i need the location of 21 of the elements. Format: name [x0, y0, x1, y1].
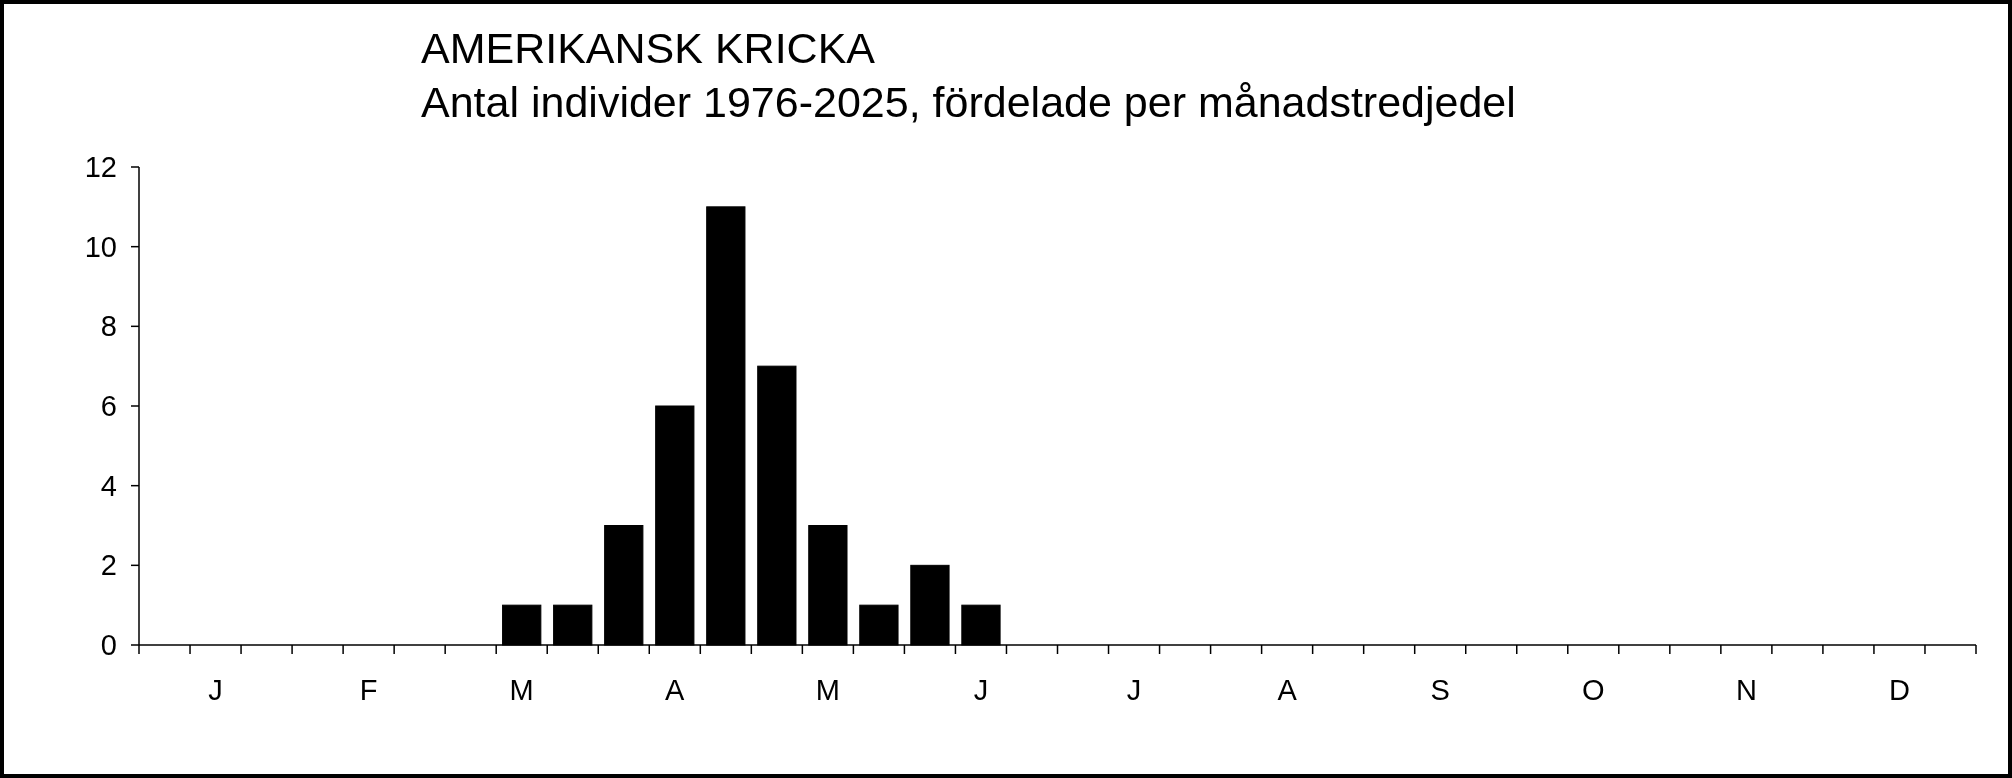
- y-tick-label: 0: [100, 629, 117, 662]
- y-tick-label: 2: [100, 549, 117, 582]
- y-tick-label: 10: [84, 230, 117, 263]
- x-tick-label: N: [1735, 674, 1757, 706]
- x-tick-label: J: [208, 674, 223, 706]
- chart-subtitle: Antal individer 1976-2025, fördelade per månadstredjedel: [421, 78, 1516, 126]
- x-tick-label: A: [665, 674, 686, 706]
- y-tick-label: 4: [100, 469, 117, 502]
- x-tick-label: S: [1430, 674, 1450, 706]
- x-tick-label: J: [1126, 674, 1142, 706]
- x-tick-label: F: [359, 674, 378, 706]
- x-tick-label: D: [1888, 674, 1910, 706]
- y-tick-label: 8: [100, 310, 117, 343]
- x-tick-label: O: [1582, 674, 1605, 706]
- x-tick-label: M: [509, 674, 534, 706]
- y-tick-label: 6: [100, 390, 117, 423]
- x-tick-label: A: [1277, 674, 1298, 706]
- chart-title: AMERIKANSK KRICKA: [421, 24, 876, 72]
- x-tick-label: M: [815, 674, 840, 706]
- y-tick-label: 12: [84, 151, 117, 184]
- x-tick-label: J: [973, 674, 989, 706]
